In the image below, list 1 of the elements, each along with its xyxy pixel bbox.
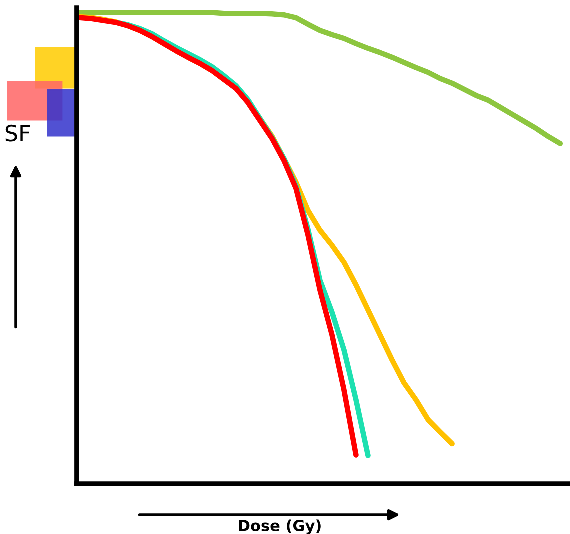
y-axis-title: SF <box>6 124 30 142</box>
